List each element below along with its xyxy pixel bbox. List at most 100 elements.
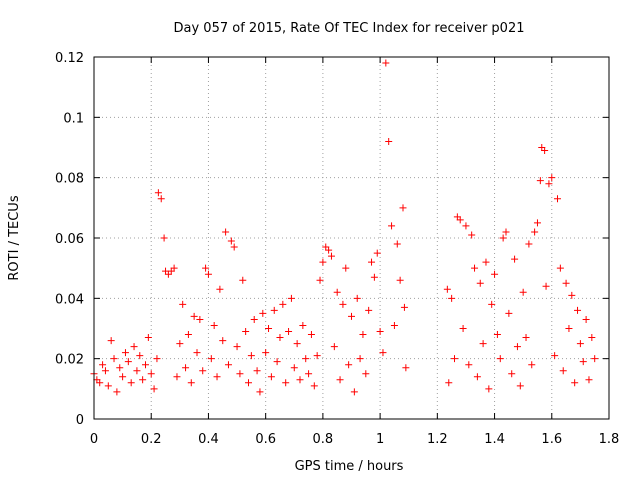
data-point — [342, 264, 350, 272]
axis-ticks — [93, 56, 610, 420]
data-point — [310, 382, 318, 390]
data-point — [142, 361, 149, 369]
data-point — [190, 312, 198, 320]
data-point — [588, 334, 596, 342]
data-point — [327, 252, 335, 260]
data-point — [202, 264, 210, 272]
data-point — [239, 276, 247, 284]
data-point — [496, 355, 504, 363]
x-axis-label: GPS time / hours — [295, 459, 404, 474]
x-tick-label: 0.8 — [313, 432, 334, 447]
data-point — [210, 321, 218, 329]
data-point — [144, 334, 152, 342]
data-point — [265, 325, 273, 332]
data-point — [576, 340, 584, 348]
data-point — [350, 388, 358, 396]
data-point — [591, 355, 599, 363]
data-point — [390, 321, 398, 329]
data-point — [359, 331, 367, 339]
x-tick-label: 0.6 — [255, 432, 276, 447]
data-point — [242, 328, 250, 336]
data-point — [556, 264, 564, 272]
data-point — [173, 373, 181, 381]
x-tick-label: 0.4 — [198, 432, 219, 447]
data-point — [104, 382, 112, 390]
data-point — [362, 370, 370, 378]
data-point — [541, 147, 549, 155]
y-tick-label: 0 — [76, 413, 84, 428]
data-point — [259, 309, 267, 317]
data-point — [116, 364, 124, 372]
data-point — [522, 334, 530, 342]
data-point — [93, 376, 101, 384]
data-point — [236, 370, 244, 378]
data-point — [493, 331, 501, 339]
data-point — [482, 258, 490, 266]
data-point — [385, 137, 393, 145]
data-point — [502, 228, 510, 236]
data-point — [270, 306, 278, 314]
data-point — [99, 361, 107, 369]
chart-title: Day 057 of 2015, Rate Of TEC Index for r… — [174, 21, 525, 36]
data-point — [296, 376, 304, 384]
data-point — [96, 379, 104, 387]
data-point — [147, 370, 155, 378]
y-axis-label: ROTI / TECUs — [7, 195, 22, 280]
data-point — [107, 337, 115, 345]
data-point — [124, 358, 132, 366]
data-point — [170, 264, 178, 272]
data-point — [462, 222, 470, 230]
data-point — [299, 321, 307, 329]
data-point — [370, 273, 378, 281]
data-point — [451, 355, 458, 363]
data-point — [322, 243, 330, 251]
data-point — [219, 337, 227, 345]
x-axis-tick-labels: 0 0.2 0.4 0.6 0.8 1 1.2 1.4 1.6 1.8 — [90, 432, 619, 447]
data-point — [196, 315, 204, 323]
x-tick-label: 1.2 — [427, 432, 448, 447]
data-point — [479, 340, 487, 348]
data-point — [388, 222, 396, 230]
data-point — [313, 352, 321, 360]
data-point — [293, 340, 301, 348]
data-point — [513, 343, 521, 351]
data-point — [382, 59, 390, 67]
data-point — [227, 237, 235, 245]
data-point — [121, 349, 129, 357]
data-point — [290, 364, 298, 372]
data-point — [551, 352, 559, 360]
data-point — [554, 195, 561, 203]
data-point — [373, 249, 381, 257]
x-tick-label: 0 — [90, 432, 98, 447]
data-point — [536, 177, 544, 185]
data-point — [565, 325, 573, 332]
data-point — [179, 300, 187, 308]
data-point — [485, 385, 493, 393]
data-point — [213, 373, 221, 381]
data-point — [153, 355, 161, 363]
data-point — [516, 382, 524, 390]
data-point — [488, 300, 496, 308]
data-point — [508, 370, 516, 378]
data-point — [164, 270, 172, 278]
data-point — [245, 379, 252, 387]
data-point — [110, 355, 118, 363]
data-point — [160, 234, 168, 242]
data-point — [216, 285, 224, 293]
data-point — [571, 379, 579, 387]
data-point — [127, 379, 135, 387]
data-point — [345, 361, 353, 369]
data-point — [505, 309, 513, 317]
data-point — [396, 276, 404, 284]
data-point — [330, 343, 338, 351]
data-point — [305, 370, 313, 378]
y-tick-label: 0.12 — [55, 51, 84, 66]
data-point — [233, 343, 241, 351]
data-point — [376, 328, 384, 336]
data-point — [157, 195, 165, 203]
data-point — [443, 285, 451, 293]
data-point — [568, 291, 576, 299]
data-point — [448, 294, 456, 302]
y-tick-label: 0.06 — [55, 232, 84, 247]
